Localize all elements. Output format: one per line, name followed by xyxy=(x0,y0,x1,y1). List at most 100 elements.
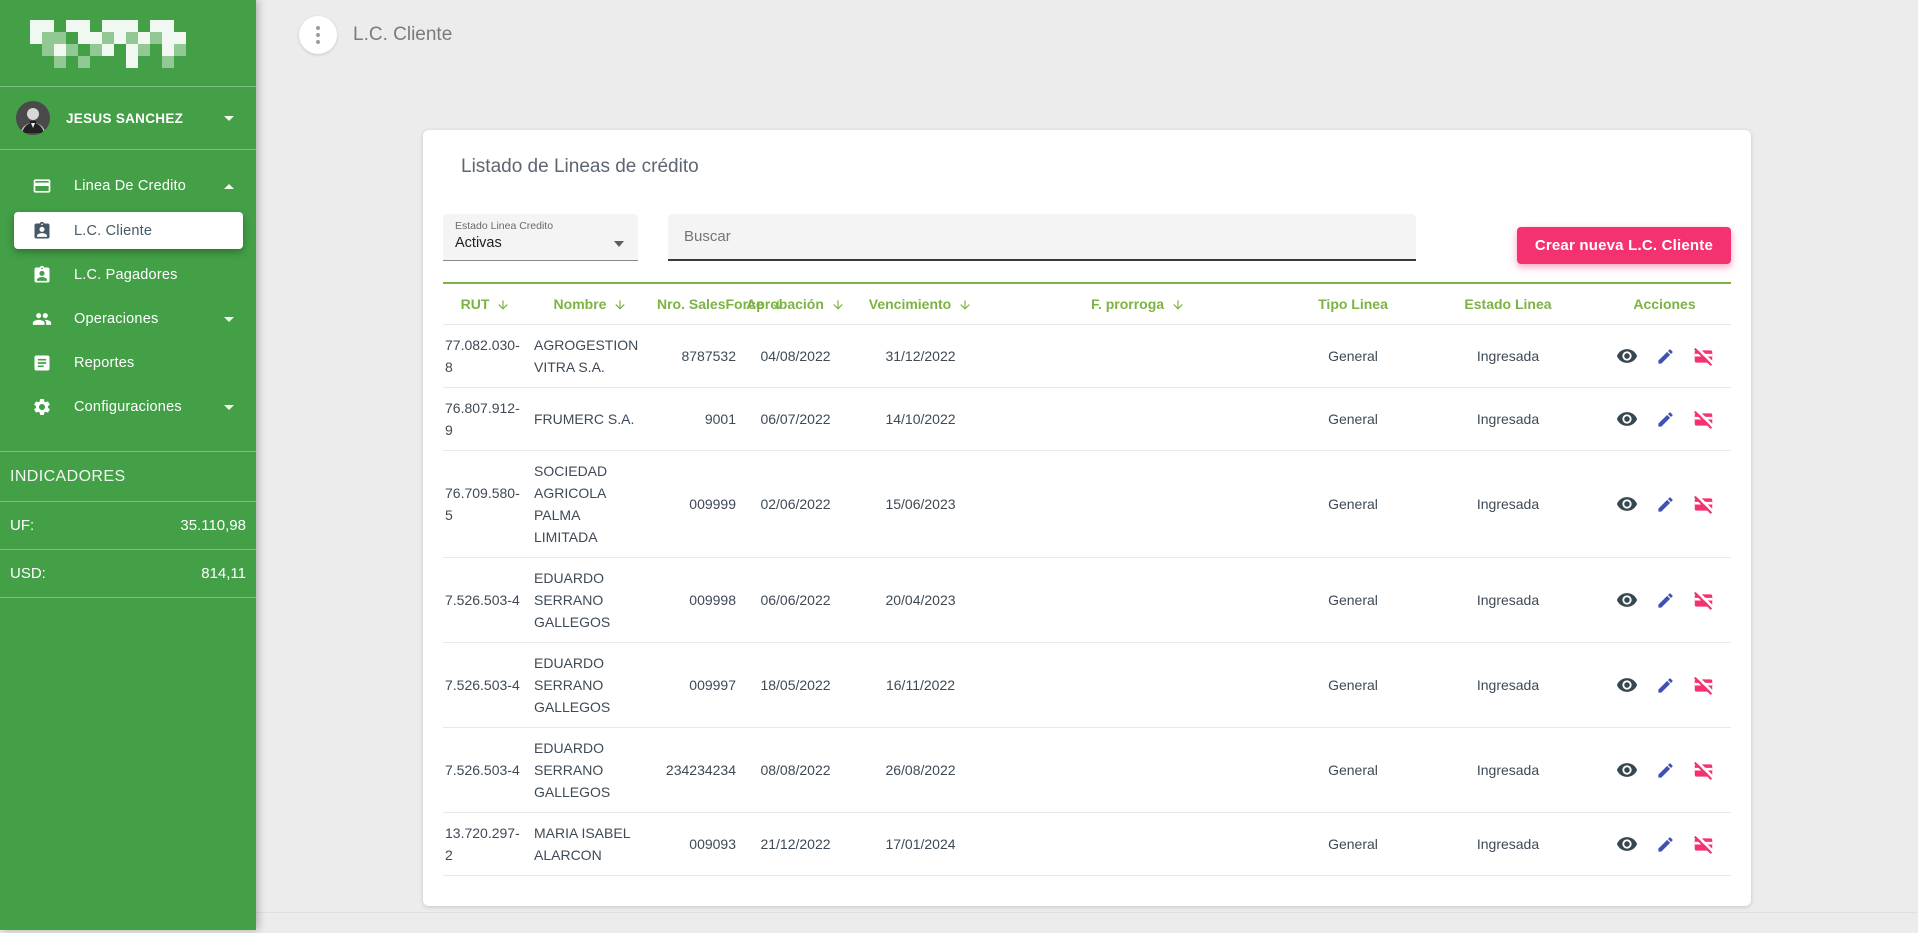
app-logo xyxy=(30,20,256,68)
view-icon[interactable] xyxy=(1616,408,1638,430)
sort-down-icon xyxy=(833,300,843,310)
edit-icon[interactable] xyxy=(1656,495,1675,514)
sidebar-item-lc-cliente[interactable]: L.C. Cliente xyxy=(14,212,243,249)
edit-icon[interactable] xyxy=(1656,835,1675,854)
user-name: JESUS SANCHEZ xyxy=(66,110,184,126)
badge-person-icon xyxy=(32,265,52,285)
table-row: 7.526.503-4 EDUARDO SERRANO GALLEGOS 009… xyxy=(443,642,1731,728)
sidebar-item-linea-de-credito[interactable]: Linea De Credito xyxy=(0,164,256,208)
cell-aprobacion: 02/06/2022 xyxy=(738,450,853,558)
cell-rut: 7.526.503-4 xyxy=(443,727,528,813)
indicator-value: 35.110,98 xyxy=(180,517,246,534)
cell-prorroga xyxy=(988,324,1288,388)
table-row: 77.082.030-8 AGROGESTION VITRA S.A. 8787… xyxy=(443,324,1731,388)
view-icon[interactable] xyxy=(1616,493,1638,515)
deactivate-line-icon[interactable] xyxy=(1693,345,1714,367)
indicator-label: UF: xyxy=(10,517,35,534)
view-icon[interactable] xyxy=(1616,589,1638,611)
footer-divider xyxy=(256,912,1918,913)
edit-icon[interactable] xyxy=(1656,347,1675,366)
cell-rut: 76.709.580-5 xyxy=(443,450,528,558)
cell-salesforce: 009093 xyxy=(653,812,738,876)
cell-tipo-linea: General xyxy=(1288,812,1418,876)
cell-acciones xyxy=(1598,387,1731,451)
sidebar-item-label: Linea De Credito xyxy=(74,178,187,194)
cell-nombre: EDUARDO SERRANO GALLEGOS xyxy=(528,642,653,728)
indicator-row-uf: UF: 35.110,98 xyxy=(0,501,256,549)
sidebar-item-configuraciones[interactable]: Configuraciones xyxy=(0,385,256,429)
edit-icon[interactable] xyxy=(1656,410,1675,429)
cell-salesforce: 009999 xyxy=(653,450,738,558)
deactivate-line-icon[interactable] xyxy=(1693,589,1714,611)
cell-aprobacion: 21/12/2022 xyxy=(738,812,853,876)
cell-aprobacion: 18/05/2022 xyxy=(738,642,853,728)
chevron-up-icon xyxy=(224,183,234,189)
sidebar-item-label: Configuraciones xyxy=(74,399,182,415)
cell-tipo-linea: General xyxy=(1288,642,1418,728)
cell-nombre: SOCIEDAD AGRICOLA PALMA LIMITADA xyxy=(528,450,653,558)
cell-tipo-linea: General xyxy=(1288,557,1418,643)
cell-acciones xyxy=(1598,450,1731,558)
sort-down-icon xyxy=(498,300,509,310)
sidebar-item-lc-pagadores[interactable]: L.C. Pagadores xyxy=(0,253,256,297)
cell-nombre: EDUARDO SERRANO GALLEGOS xyxy=(528,557,653,643)
sort-down-icon xyxy=(960,300,970,310)
create-lc-cliente-button[interactable]: Crear nueva L.C. Cliente xyxy=(1516,227,1731,264)
cell-salesforce: 009997 xyxy=(653,642,738,728)
edit-icon[interactable] xyxy=(1656,676,1675,695)
cell-estado-linea: Ingresada xyxy=(1418,324,1598,388)
kebab-dots-icon xyxy=(316,26,320,44)
sidebar-item-label: Operaciones xyxy=(74,311,159,327)
sidebar-item-operaciones[interactable]: Operaciones xyxy=(0,297,256,341)
cell-rut: 77.082.030-8 xyxy=(443,324,528,388)
view-icon[interactable] xyxy=(1616,674,1638,696)
column-header-rut[interactable]: RUT xyxy=(443,282,528,325)
table-body: 77.082.030-8 AGROGESTION VITRA S.A. 8787… xyxy=(443,324,1731,876)
deactivate-line-icon[interactable] xyxy=(1693,408,1714,430)
badge-person-icon xyxy=(32,221,52,241)
cell-estado-linea: Ingresada xyxy=(1418,450,1598,558)
sidebar: JESUS SANCHEZ Linea De Credito L.C. Clie… xyxy=(0,0,256,930)
view-icon[interactable] xyxy=(1616,833,1638,855)
user-menu[interactable]: JESUS SANCHEZ xyxy=(0,87,256,149)
table-row: 76.807.912-9 FRUMERC S.A. 9001 06/07/202… xyxy=(443,387,1731,451)
cell-nombre: AGROGESTION VITRA S.A. xyxy=(528,324,653,388)
view-icon[interactable] xyxy=(1616,345,1638,367)
table-row: 76.709.580-5 SOCIEDAD AGRICOLA PALMA LIM… xyxy=(443,450,1731,558)
cell-salesforce: 234234234 xyxy=(653,727,738,813)
divider xyxy=(0,451,256,452)
deactivate-line-icon[interactable] xyxy=(1693,674,1714,696)
cell-acciones xyxy=(1598,642,1731,728)
table-header-row: RUT Nombre Nro. SalesForce Aprobación Ve… xyxy=(443,282,1731,325)
people-icon xyxy=(32,309,52,329)
column-header-tipo-linea: Tipo Linea xyxy=(1288,282,1418,325)
edit-icon[interactable] xyxy=(1656,591,1675,610)
deactivate-line-icon[interactable] xyxy=(1693,759,1714,781)
indicator-label: USD: xyxy=(10,565,46,582)
column-header-vencimiento[interactable]: Vencimiento xyxy=(853,282,988,325)
cell-prorroga xyxy=(988,727,1288,813)
column-header-salesforce[interactable]: Nro. SalesForce xyxy=(653,282,783,325)
avatar xyxy=(16,101,50,135)
edit-icon[interactable] xyxy=(1656,761,1675,780)
cell-salesforce: 009998 xyxy=(653,557,738,643)
kebab-menu-button[interactable] xyxy=(299,16,337,54)
view-icon[interactable] xyxy=(1616,759,1638,781)
sidebar-nav: Linea De Credito L.C. Cliente L.C. Pagad… xyxy=(0,150,256,435)
column-header-nombre[interactable]: Nombre xyxy=(528,282,653,325)
table-row: 7.526.503-4 EDUARDO SERRANO GALLEGOS 009… xyxy=(443,557,1731,643)
indicator-value: 814,11 xyxy=(201,565,246,582)
deactivate-line-icon[interactable] xyxy=(1693,493,1714,515)
cell-nombre: EDUARDO SERRANO GALLEGOS xyxy=(528,727,653,813)
estado-linea-select[interactable]: Estado Linea Credito Activas xyxy=(443,214,638,261)
cell-rut: 13.720.297-2 xyxy=(443,812,528,876)
cell-salesforce: 9001 xyxy=(653,387,738,451)
search-input[interactable] xyxy=(668,214,1416,261)
sidebar-item-reportes[interactable]: Reportes xyxy=(0,341,256,385)
column-header-prorroga[interactable]: F. prorroga xyxy=(988,282,1288,325)
cell-vencimiento: 26/08/2022 xyxy=(853,727,988,813)
deactivate-line-icon[interactable] xyxy=(1693,833,1714,855)
cell-vencimiento: 16/11/2022 xyxy=(853,642,988,728)
column-header-aprobacion[interactable]: Aprobación xyxy=(738,282,853,325)
cell-tipo-linea: General xyxy=(1288,450,1418,558)
